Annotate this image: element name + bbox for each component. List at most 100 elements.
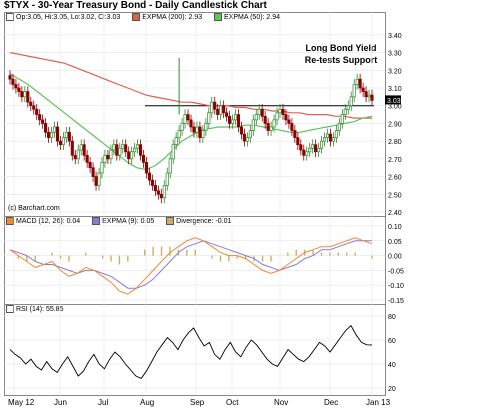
price-y-tick-label: 2.80 <box>388 139 402 146</box>
candle-body <box>260 108 264 117</box>
rsi-legend: RSI (14): 55.85 <box>6 305 63 313</box>
candle-body <box>284 114 288 121</box>
candle-body <box>311 144 315 149</box>
candle-body <box>287 119 291 124</box>
candle-body <box>82 144 86 156</box>
rsi-swatch <box>6 305 14 313</box>
signal-text: EXPMA (9): 0.05 <box>102 217 155 225</box>
candle-body <box>121 144 125 149</box>
candle-body <box>153 185 157 192</box>
candle-body <box>171 144 175 160</box>
candle-body <box>269 126 273 131</box>
candle-body <box>293 130 297 138</box>
candle-body <box>85 154 89 163</box>
candle-body <box>70 140 74 156</box>
candle-body <box>168 158 172 174</box>
candle-body <box>201 130 205 138</box>
candle-body <box>165 172 169 186</box>
candle-body <box>139 144 143 156</box>
candle-body <box>325 133 330 138</box>
last-value-label: 3.03 <box>387 98 401 105</box>
candle-body <box>219 105 223 115</box>
macd-pane <box>4 216 386 306</box>
candle-body <box>35 108 39 115</box>
candle-body <box>76 149 80 160</box>
rsi-y-tick-label: 80 <box>388 314 396 321</box>
chart-title: $TYX - 30-Year Treasury Bond - Daily Can… <box>4 0 267 11</box>
candle-body <box>14 84 18 89</box>
candle-body <box>189 119 193 128</box>
candle-body <box>204 123 208 131</box>
rsi-y-tick-label: 60 <box>388 338 396 345</box>
x-tick-label: Jan 13 <box>366 398 391 407</box>
candle-body <box>331 137 335 142</box>
candle-body <box>23 91 27 98</box>
macd-y-tick-label: 0.10 <box>388 224 402 231</box>
candle-body <box>64 131 68 138</box>
candle-body <box>141 154 146 163</box>
candle-body <box>322 137 327 142</box>
price-y-tick-label: 2.40 <box>388 210 402 217</box>
candle-body <box>364 91 368 98</box>
candle-body <box>263 115 267 124</box>
rsi-text: RSI (14): 55.85 <box>16 305 64 313</box>
price-legend: Op:3.05, Hi:3.05, Lo:3.02, Cl:3.03 EXPMA… <box>6 13 280 21</box>
candle-body <box>147 172 152 181</box>
rsi-line <box>9 324 373 379</box>
candle-body <box>136 144 140 149</box>
macd-y-tick-label: -0.10 <box>388 283 404 290</box>
x-tick-label: May 12 <box>8 398 35 407</box>
candle-body <box>109 149 113 160</box>
candle-body <box>343 108 347 115</box>
candle-body <box>183 114 187 124</box>
candle-body <box>266 123 270 131</box>
candle-body <box>210 101 214 114</box>
candle-body <box>334 130 338 138</box>
candle-body <box>79 144 83 151</box>
candle-body <box>281 108 285 115</box>
candle-body <box>52 126 57 133</box>
macd-y-tick-label: -0.05 <box>388 268 404 275</box>
candle-body <box>32 105 36 110</box>
candle-body <box>100 162 104 174</box>
candle-body <box>228 115 232 124</box>
x-tick-label: Oct <box>226 398 239 407</box>
candle-body <box>233 114 238 121</box>
candle-body <box>58 140 62 146</box>
candle-body <box>26 91 30 103</box>
candle-body <box>133 147 137 153</box>
candle-body <box>112 144 116 151</box>
candle-body <box>106 154 110 160</box>
candle-body <box>314 144 318 153</box>
candle-body <box>55 126 60 142</box>
candle-body <box>358 78 362 89</box>
candle-body <box>156 190 160 195</box>
candle-body <box>320 140 324 149</box>
candle-body <box>186 114 190 121</box>
candle-body <box>367 94 371 98</box>
price-y-tick-label: 2.50 <box>388 192 402 199</box>
candle-body <box>222 105 226 114</box>
candle-body <box>8 75 12 80</box>
candle-body <box>180 123 184 131</box>
candle-body <box>239 126 243 135</box>
rsi-y-tick-label: 40 <box>388 362 396 369</box>
candle-body <box>328 133 333 142</box>
macd-legend: MACD (12, 26): 0.04 EXPMA (9): 0.05 Dive… <box>6 217 231 225</box>
candle-body <box>115 144 119 156</box>
candle-body <box>317 147 321 153</box>
price-y-tick-label: 3.40 <box>388 33 402 40</box>
macd-y-tick-label: 0.00 <box>388 254 402 261</box>
macd-swatch <box>6 217 14 225</box>
price-y-tick-label: 2.90 <box>388 121 402 128</box>
price-y-tick-label: 3.30 <box>388 51 402 58</box>
candle-body <box>88 162 92 169</box>
expma200-line <box>9 52 372 119</box>
copyright: (c) Barchart.com <box>8 205 60 212</box>
x-tick-label: Jul <box>98 398 108 407</box>
candle-body <box>29 101 33 107</box>
candle-body <box>305 151 309 156</box>
candle-body <box>290 123 294 131</box>
candle-body <box>73 154 77 160</box>
